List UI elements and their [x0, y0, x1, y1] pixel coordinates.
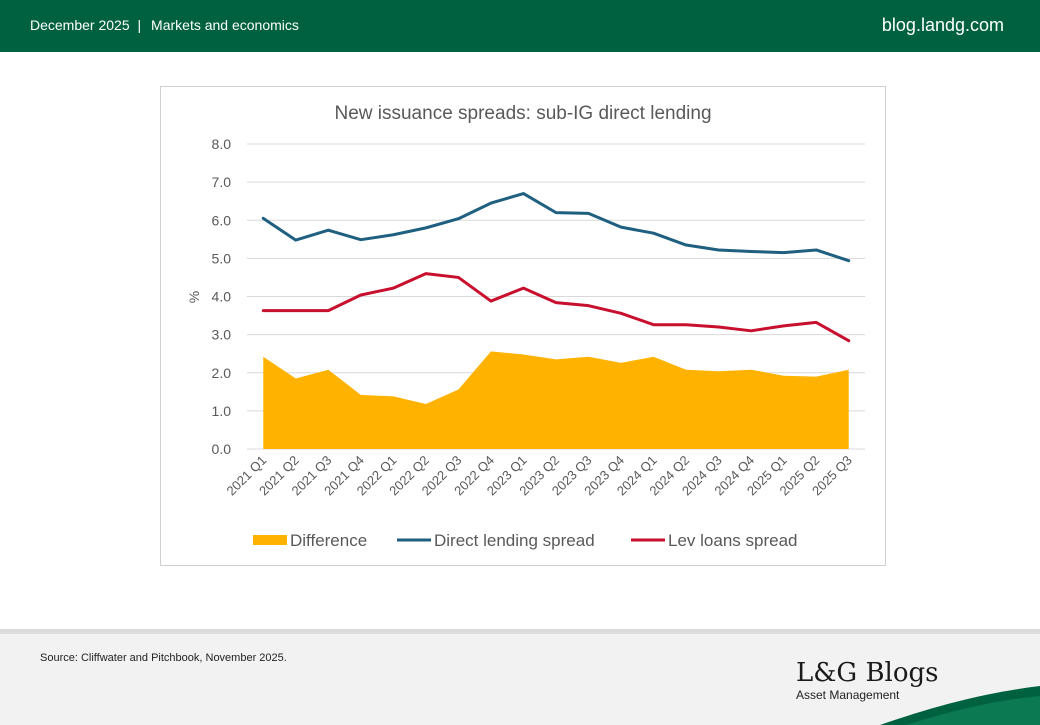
header-category[interactable]: Markets and economics — [151, 17, 299, 33]
logo-text: L&G Blogs — [796, 658, 939, 688]
top-banner: December 2025 | Markets and economics bl… — [0, 0, 1040, 52]
header-date: December 2025 — [30, 17, 130, 33]
legend-label: Lev loans spread — [668, 531, 797, 550]
legend-label: Difference — [290, 531, 367, 550]
chart-title: New issuance spreads: sub-IG direct lend… — [334, 103, 711, 124]
y-tick-label: 1.0 — [212, 403, 232, 419]
y-tick-label: 4.0 — [212, 289, 232, 305]
y-tick-label: 6.0 — [212, 212, 232, 228]
series-lines — [261, 192, 851, 343]
y-tick-label: 8.0 — [212, 136, 232, 152]
y-tick-label: 0.0 — [212, 441, 232, 457]
y-tick-labels: 0.0 1.0 2.0 3.0 4.0 5.0 6.0 7.0 8.0 — [212, 136, 232, 457]
header-separator: | — [137, 17, 142, 33]
y-tick-label: 3.0 — [212, 327, 232, 343]
difference-area-layer — [263, 351, 849, 449]
legend: Difference Direct lending spread Lev loans… — [253, 531, 797, 550]
chart-panel: New issuance spreads: sub-IG direct lend… — [160, 86, 886, 566]
footer: Source: Cliffwater and Pitchbook, Novemb… — [0, 629, 1040, 725]
site-link[interactable]: blog.landg.com — [881, 15, 1004, 35]
legend-label: Direct lending spread — [434, 531, 595, 550]
direct-lending-spread-line — [261, 192, 851, 263]
y-tick-label: 7.0 — [212, 174, 232, 190]
y-tick-label: 2.0 — [212, 365, 232, 381]
logo-subtitle: Asset Management — [796, 688, 900, 702]
brand-swoosh — [880, 686, 1040, 725]
y-tick-label: 5.0 — [212, 250, 232, 266]
lg-blogs-logo[interactable]: L&G Blogs Asset Management — [796, 658, 939, 702]
y-axis-label: % — [186, 291, 202, 303]
legend-swatch-difference — [253, 535, 287, 545]
source-note: Source: Cliffwater and Pitchbook, Novemb… — [40, 652, 287, 664]
header-meta: December 2025 | Markets and economics — [30, 17, 299, 33]
difference-area — [263, 351, 849, 449]
lev-loans-spread-line — [261, 272, 851, 343]
spreads-chart: New issuance spreads: sub-IG direct lend… — [186, 103, 865, 550]
